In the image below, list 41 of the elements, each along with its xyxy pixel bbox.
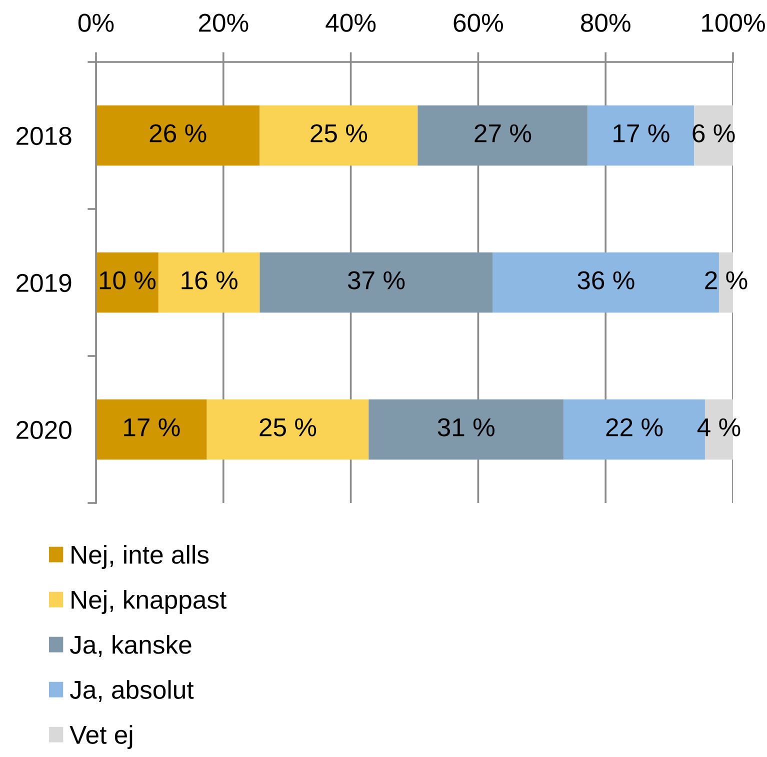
data-label: 16 % — [182, 271, 238, 290]
bar — [492, 252, 719, 313]
bar — [96, 399, 207, 460]
legend-label: Ja, absolut — [70, 680, 194, 702]
data-label: 25 % — [310, 124, 368, 142]
data-label: 17 % — [124, 418, 180, 436]
data-label: 17 % — [614, 124, 670, 142]
bar — [694, 105, 733, 166]
bar — [96, 252, 158, 313]
data-label: 10 % — [100, 271, 156, 290]
x-tick-label: 60% — [454, 14, 503, 32]
x-tick-label: 0% — [78, 14, 114, 32]
data-label: 2 % — [705, 271, 748, 290]
bar — [206, 399, 369, 460]
bar — [368, 399, 564, 460]
x-tick-label: 20% — [198, 14, 248, 32]
y-tick-label: 2018 — [16, 126, 72, 146]
data-label: 25 % — [260, 418, 316, 436]
data-label: 26 % — [150, 124, 206, 142]
bar — [588, 105, 694, 166]
legend-label: Vet ej — [70, 725, 132, 750]
data-label: 4 % — [697, 418, 740, 436]
legend-label: Nej, knappast — [72, 590, 226, 614]
bar — [260, 252, 493, 313]
data-label: 22 % — [606, 418, 663, 436]
x-tick-label: 80% — [581, 14, 630, 32]
legend-label: Nej, inte alls — [72, 545, 209, 569]
data-label: 37 % — [348, 271, 405, 290]
x-tick-label: 40% — [326, 14, 376, 32]
data-label: 36 % — [578, 271, 634, 290]
x-tick-label: 100% — [702, 14, 765, 32]
bar — [96, 105, 260, 166]
data-label: 31 % — [438, 418, 494, 436]
bar — [158, 252, 260, 313]
bar — [260, 105, 418, 166]
data-label: 27 % — [474, 124, 532, 142]
y-tick-label: 2019 — [16, 274, 72, 292]
data-label: 6 % — [692, 124, 735, 142]
bar — [418, 105, 588, 166]
legend-label: Ja, kanske — [70, 635, 192, 657]
y-tick-label: 2020 — [16, 420, 72, 440]
